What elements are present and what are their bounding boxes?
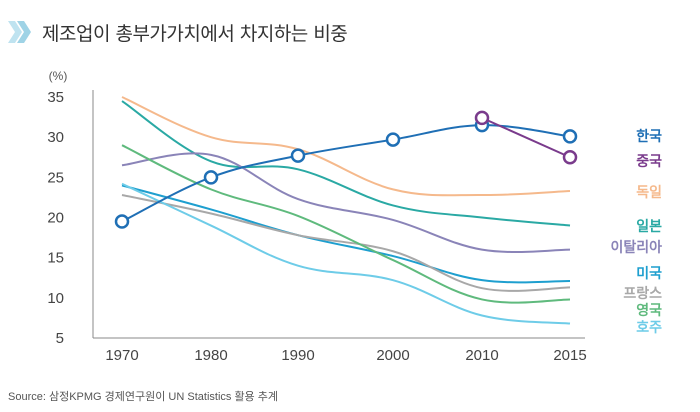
y-tick-label: 30 (47, 129, 64, 146)
y-tick-label: 35 (47, 89, 64, 106)
x-tick-label: 2010 (465, 347, 498, 364)
legend-item-한국: 한국 (636, 129, 662, 145)
series-한국-point (114, 214, 130, 229)
y-tick-label: 15 (47, 250, 64, 267)
legend-item-중국: 중국 (636, 154, 662, 170)
series-한국-line (121, 124, 571, 223)
x-tick-label: 1970 (105, 347, 138, 364)
series-영국-line (121, 144, 571, 304)
x-tick-label: 1980 (194, 347, 227, 364)
series-호주-line (121, 182, 571, 325)
source-note: Source: 삼정KPMG 경제연구원이 UN Statistics 활용 추… (8, 391, 278, 403)
x-tick-label: 2000 (376, 347, 409, 364)
y-tick-label: 20 (47, 210, 64, 227)
series-미국-line (121, 184, 571, 284)
legend-item-프랑스: 프랑스 (623, 286, 662, 302)
legend-item-미국: 미국 (636, 266, 662, 282)
x-tick-label: 2015 (553, 347, 586, 364)
chart-title: 제조업이 총부가가치에서 차지하는 비중 (42, 22, 348, 45)
series-프랑스-line (121, 194, 571, 292)
y-tick-label: 10 (47, 290, 64, 307)
legend-item-영국: 영국 (636, 303, 662, 319)
series-한국-point (290, 148, 306, 163)
series-중국-line (481, 116, 571, 159)
series-한국-point (385, 132, 401, 147)
series-독일-line (121, 96, 571, 197)
y-tick-label: 5 (56, 330, 64, 347)
series-이탈리아-line (121, 152, 571, 253)
series-한국-point (203, 170, 219, 185)
x-tick-label: 1990 (281, 347, 314, 364)
series-한국-point (562, 129, 578, 144)
series-중국-point (562, 150, 578, 165)
series-중국-point (474, 110, 490, 126)
legend-item-호주: 호주 (636, 320, 662, 336)
double-chevron-right-icon (8, 21, 32, 43)
legend-item-일본: 일본 (636, 219, 662, 235)
legend-item-이탈리아: 이탈리아 (610, 240, 662, 256)
y-unit-label: (%) (49, 69, 68, 83)
series-일본-line (121, 100, 571, 227)
legend-item-독일: 독일 (636, 185, 662, 201)
chart-header: 제조업이 총부가가치에서 차지하는 비중 (8, 12, 348, 52)
y-tick-label: 25 (47, 169, 64, 186)
